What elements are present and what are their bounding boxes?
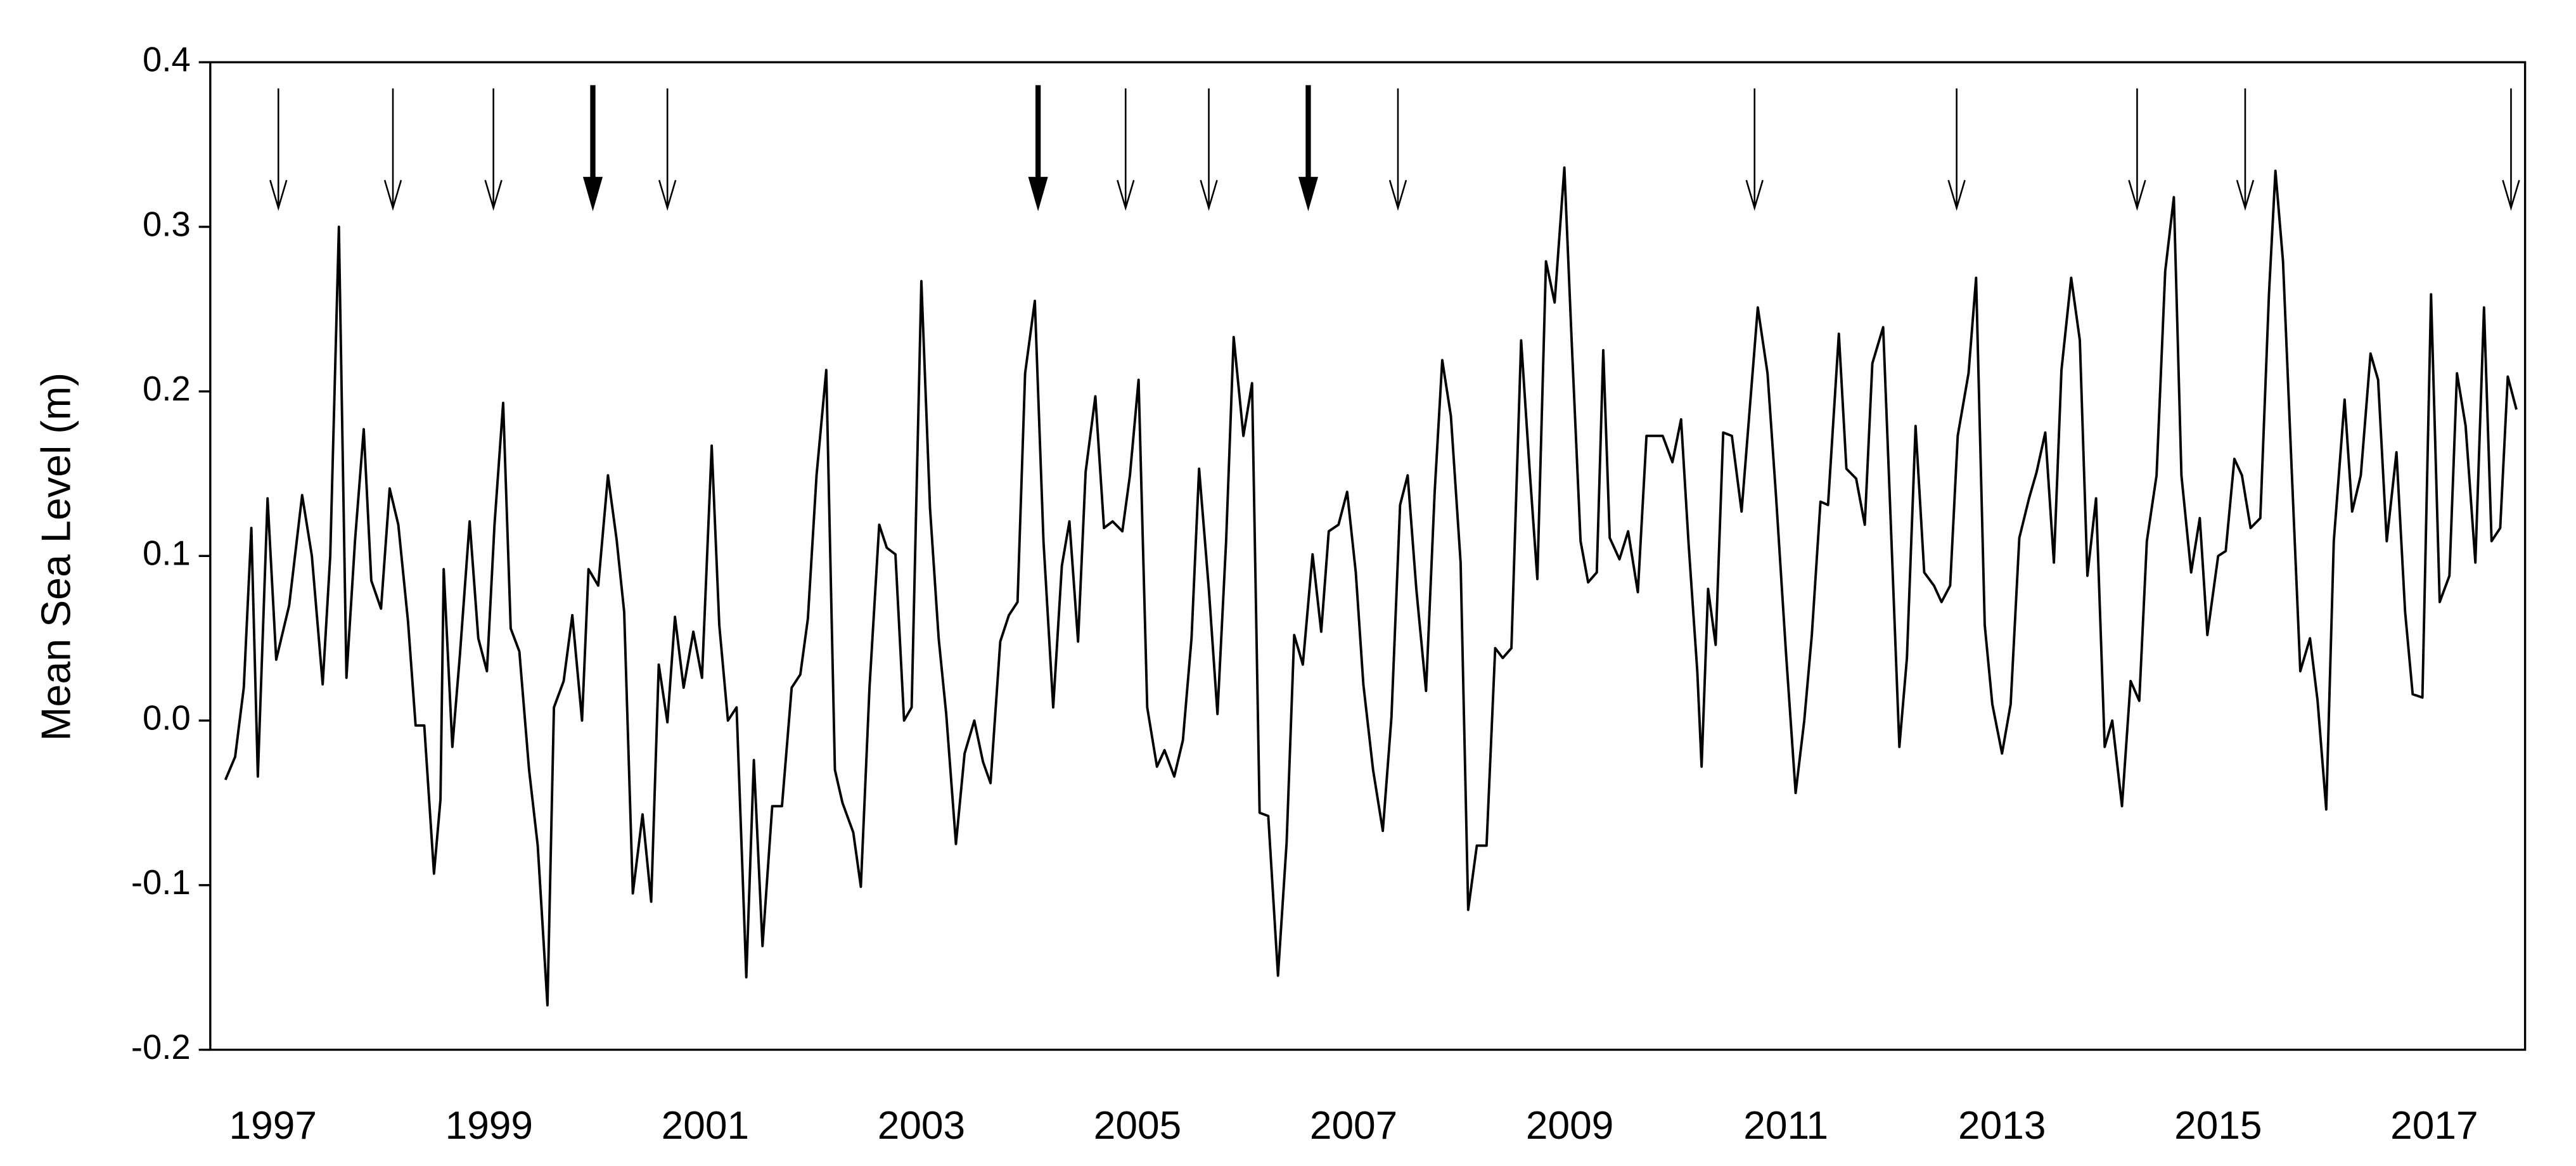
y-tick-label: 0.0 xyxy=(143,698,191,737)
y-tick-label: 0.3 xyxy=(143,205,191,243)
event-arrow xyxy=(1947,88,1966,211)
y-tick-label: 0.2 xyxy=(143,369,191,408)
major-event-arrow xyxy=(582,85,603,212)
x-tick-label: 2015 xyxy=(2174,1104,2262,1148)
event-arrow xyxy=(1117,88,1135,211)
event-arrow xyxy=(269,88,288,211)
x-tick-label: 2009 xyxy=(1526,1104,1613,1148)
event-arrow xyxy=(2128,88,2146,211)
event-arrow xyxy=(1745,88,1764,211)
event-arrow xyxy=(2502,88,2520,211)
major-event-arrow xyxy=(1028,85,1048,212)
data-line xyxy=(224,166,2518,1007)
x-tick-label: 1997 xyxy=(229,1104,317,1148)
x-tick-label: 2007 xyxy=(1310,1104,1397,1148)
event-arrow xyxy=(383,88,402,211)
event-arrow xyxy=(1200,88,1218,211)
event-arrow xyxy=(484,88,503,211)
event-arrow xyxy=(2236,88,2255,211)
x-tick-label: 2005 xyxy=(1094,1104,1181,1148)
event-arrow xyxy=(1388,88,1407,211)
x-tick-label: 2011 xyxy=(1743,1104,1828,1148)
major-event-arrow xyxy=(1298,85,1318,212)
x-tick-label: 2001 xyxy=(662,1104,749,1148)
x-tick-label: 2017 xyxy=(2390,1104,2478,1148)
event-arrow xyxy=(658,88,677,211)
x-tick-label: 1999 xyxy=(445,1104,533,1148)
x-tick-label: 2013 xyxy=(1958,1104,2046,1148)
y-tick-label: 0.4 xyxy=(143,41,191,79)
y-axis-title: Mean Sea Level (m) xyxy=(32,373,79,741)
y-tick-label: -0.1 xyxy=(131,863,191,902)
x-tick-label: 2003 xyxy=(878,1104,965,1148)
y-tick-label: -0.2 xyxy=(131,1028,191,1067)
y-tick-label: 0.1 xyxy=(143,534,191,573)
